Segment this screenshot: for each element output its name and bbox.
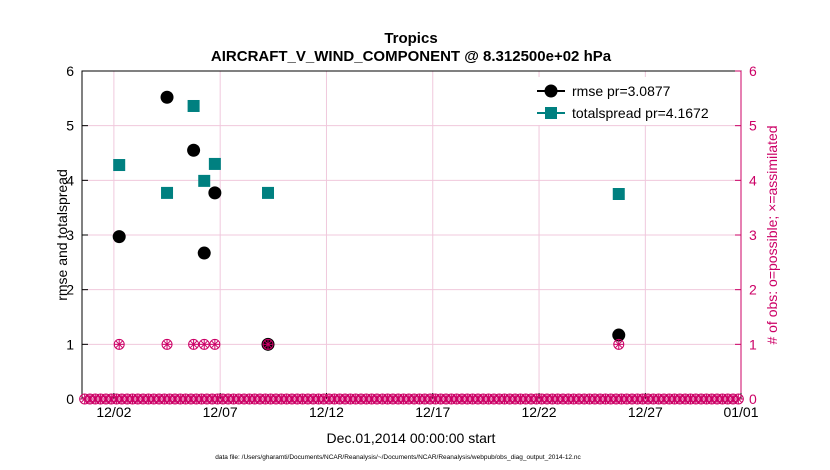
y-axis: 0 1 2 3 4 5 6 — [66, 63, 88, 407]
totalspread-point — [113, 159, 126, 172]
legend-rmse-marker — [544, 84, 558, 98]
legend: rmse pr=3.0877 totalspread pr=4.1672 — [531, 77, 736, 125]
y2-tick-label: 1 — [749, 336, 757, 352]
x-tick-label: 12/22 — [522, 404, 557, 420]
legend-totalspread-label: totalspread pr=4.1672 — [572, 105, 709, 121]
x-axis: 12/02 12/07 12/12 12/17 12/22 12/27 01/01 — [96, 393, 759, 420]
totalspread-point — [208, 157, 221, 170]
obs-count-zero-point — [732, 393, 744, 405]
y-tick-label: 5 — [66, 118, 74, 134]
y-axis-label: rmse and totalspread — [54, 169, 70, 301]
obs-count-point — [262, 338, 274, 350]
y-tick-label: 4 — [66, 172, 74, 188]
chart-title: Tropics — [384, 30, 437, 47]
totalspread-point — [612, 188, 625, 200]
obs-count-point — [161, 338, 173, 350]
y2-tick-label: 3 — [749, 227, 757, 243]
y2-axis: 0 1 2 3 4 5 6 — [735, 63, 757, 407]
totalspread-point — [262, 186, 275, 199]
rmse-point — [160, 90, 174, 104]
rmse-point — [112, 230, 126, 244]
legend-rmse-label: rmse pr=3.0877 — [572, 83, 671, 99]
obs-count-point — [209, 338, 221, 350]
legend-totalspread-marker — [545, 107, 557, 119]
marks — [79, 90, 744, 405]
totalspread-point — [187, 99, 200, 112]
rmse-point — [197, 246, 211, 260]
y-tick-label: 3 — [66, 227, 74, 243]
y2-tick-label: 5 — [749, 118, 757, 134]
obs-count-point — [613, 338, 625, 350]
footer-data-file: data file: /Users/gharamti/Documents/NCA… — [215, 454, 581, 461]
rmse-point — [612, 328, 626, 342]
obs-count-point — [188, 338, 200, 350]
x-tick-label: 01/01 — [723, 404, 758, 420]
obs-count-point — [113, 338, 125, 350]
totalspread-point — [161, 186, 174, 199]
x-tick-label: 12/02 — [96, 404, 131, 420]
y-tick-label: 2 — [66, 282, 74, 298]
obs-count-point — [198, 338, 210, 350]
x-tick-label: 12/07 — [203, 404, 238, 420]
y2-tick-label: 2 — [749, 282, 757, 298]
y-tick-label: 0 — [66, 391, 74, 407]
rmse-point — [208, 186, 222, 200]
y2-tick-label: 6 — [749, 63, 757, 79]
y2-tick-label: 4 — [749, 172, 757, 188]
rmse-point — [187, 143, 201, 157]
y2-tick-label: 0 — [749, 391, 757, 407]
y-tick-label: 1 — [66, 336, 74, 352]
totalspread-point — [198, 174, 211, 187]
chart-subtitle: AIRCRAFT_V_WIND_COMPONENT @ 8.312500e+02… — [211, 48, 612, 65]
grid — [82, 71, 741, 399]
legend-box — [531, 77, 736, 125]
y-tick-label: 6 — [66, 63, 74, 79]
y2-axis-label: # of obs: o=possible; ×=assimilated — [764, 125, 780, 344]
x-tick-label: 12/17 — [415, 404, 450, 420]
x-tick-label: 12/27 — [628, 404, 663, 420]
x-axis-label: Dec.01,2014 00:00:00 start — [327, 430, 496, 446]
x-tick-label: 12/12 — [309, 404, 344, 420]
